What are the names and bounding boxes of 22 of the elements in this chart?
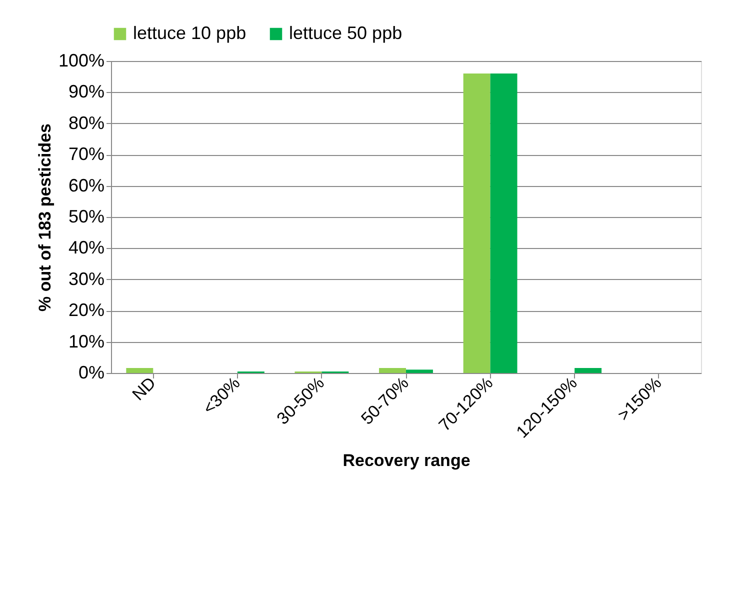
- bar: [379, 368, 406, 373]
- y-axis-title: % out of 183 pesticides: [35, 124, 54, 312]
- bar: [126, 368, 154, 373]
- bar: [463, 73, 490, 373]
- y-tick-label: 10%: [68, 331, 104, 352]
- y-tick-label: 60%: [68, 175, 104, 196]
- x-tick-label: ND: [128, 373, 160, 404]
- bar: [406, 370, 433, 373]
- x-axis-title: Recovery range: [342, 450, 470, 470]
- y-tick-label: 40%: [68, 238, 104, 258]
- bar: [574, 368, 602, 373]
- y-tick-label: 30%: [68, 268, 104, 289]
- bar: [490, 73, 518, 373]
- y-tick-label: 50%: [68, 206, 104, 226]
- y-tick-label: 80%: [68, 112, 104, 133]
- y-tick-label: 70%: [68, 144, 104, 164]
- y-tick-label: 20%: [68, 300, 104, 320]
- legend-label: lettuce 10 ppb: [133, 23, 246, 43]
- legend-label: lettuce 50 ppb: [289, 23, 402, 43]
- y-tick-label: 0%: [78, 362, 104, 382]
- y-tick-label: 100%: [58, 50, 104, 70]
- y-tick-label: 90%: [68, 82, 104, 102]
